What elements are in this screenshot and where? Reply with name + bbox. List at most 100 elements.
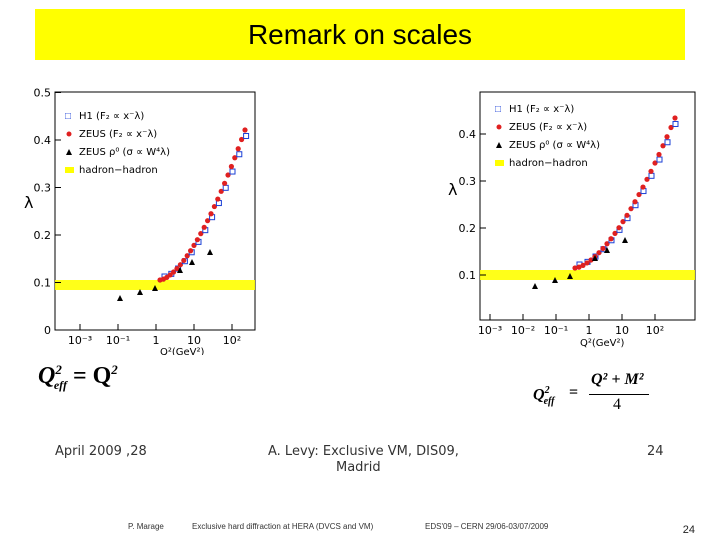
zeus-point	[235, 146, 241, 152]
right-ticks-xtick-label: 10⁻¹	[544, 324, 568, 337]
right-eq-denominator: 4	[613, 396, 621, 413]
footer-page-number: 24	[682, 524, 695, 536]
zeus-point	[201, 224, 207, 230]
zeus-point	[188, 248, 194, 254]
right-eq-lhs: Q	[533, 386, 545, 404]
left-x-axis-label: Q²(GeV²)	[160, 347, 205, 355]
zeus-point	[636, 191, 642, 198]
zeus-point	[215, 196, 221, 202]
zeus-point	[588, 257, 594, 263]
left-ticks-xtick-label: 10²	[223, 334, 241, 347]
right-y-axis-label: λ	[448, 180, 457, 199]
inner-footer-author-line2: Madrid	[336, 460, 381, 475]
h1-point	[236, 151, 243, 158]
right-legend-rho-marker	[496, 142, 502, 148]
left-eq-lhs-sub: eff	[53, 377, 67, 392]
right-ticks-xtick-label: 10⁻³	[478, 324, 502, 337]
zeus-point	[628, 206, 634, 212]
zeus-point	[177, 262, 183, 268]
zeus-point	[648, 168, 654, 174]
left-ticks-xtick-label: 10⁻¹	[106, 334, 130, 347]
zeus-point	[672, 115, 678, 121]
zeus-point	[644, 176, 650, 182]
zeus-point	[208, 211, 214, 217]
left-ticks-ytick-label: 0.5	[34, 87, 52, 100]
right-ticks-ytick-label: 0.4	[459, 128, 477, 141]
right-equation: Q2eff = Q² + M² 4	[533, 371, 673, 415]
right-legend-zeus: ZEUS (F₂ ∝ x⁻λ)	[509, 122, 587, 133]
right-legend-band-marker	[495, 160, 504, 166]
inner-footer-date: April 2009 ,28	[55, 444, 147, 459]
inner-footer-author-line1: A. Levy: Exclusive VM, DIS09,	[268, 444, 459, 459]
left-eq-rhs: = Q	[72, 363, 112, 389]
left-legend-band: hadron−hadron	[79, 165, 158, 176]
zeus-point	[652, 160, 658, 166]
left-legend-zeus-marker	[66, 131, 72, 137]
rho-point	[152, 285, 158, 291]
left-ticks-xtick-label: 1	[153, 334, 160, 347]
right-eq-fraction-line	[589, 394, 649, 395]
slide-title: Remark on scales	[247, 18, 473, 50]
left-legend-rho: ZEUS ρ⁰ (σ ∝ W⁴λ)	[79, 147, 170, 158]
zeus-point	[632, 199, 638, 205]
zeus-point	[218, 188, 224, 194]
zeus-point	[640, 184, 646, 190]
left-ticks-xtick-label: 10⁻³	[68, 334, 92, 347]
left-legend: □ H1 (F₂ ∝ x⁻λ) ZEUS (F₂ ∝ x⁻λ) ZEUS ρ⁰ …	[65, 111, 170, 176]
rho-point	[532, 283, 538, 289]
rho-point	[177, 267, 183, 273]
h1-point	[648, 172, 655, 179]
h1-point	[222, 184, 229, 191]
left-y-axis-label: λ	[24, 193, 33, 212]
zeus-point	[194, 237, 200, 243]
left-ticks-ytick-label: 0.2	[34, 229, 52, 242]
left-legend-band-marker	[65, 167, 74, 173]
zeus-point	[660, 143, 666, 149]
right-ticks-ytick-label: 0.3	[459, 175, 477, 188]
left-legend-rho-marker	[66, 149, 72, 155]
zeus-point	[664, 134, 670, 140]
title-bar: Remark on scales	[35, 9, 685, 60]
right-hadron-band	[480, 270, 695, 280]
zeus-point	[604, 241, 610, 247]
zeus-point	[198, 231, 204, 237]
zeus-point	[612, 230, 618, 236]
zeus-point	[668, 124, 674, 131]
right-plot-frame	[479, 91, 696, 321]
right-legend-h1: H1 (F₂ ∝ x⁻λ)	[509, 104, 574, 115]
bottom-footer: P. Marage Exclusive hard diffraction at …	[0, 508, 720, 540]
rho-point	[207, 249, 213, 255]
right-lambda-plot: 0.1 0.2 0.3 0.4 10⁻³ 10⁻² 10⁻¹ 1 10 10² λ □ H1 (F…	[448, 91, 696, 349]
zeus-point	[228, 163, 234, 170]
right-ticks-xtick-label: 10²	[646, 324, 664, 337]
right-eq-lhs-sub: eff	[543, 395, 555, 407]
right-legend-band: hadron−hadron	[509, 158, 588, 169]
zeus-point	[600, 245, 606, 252]
right-ticks-xtick-label: 10	[615, 324, 629, 337]
left-plot-frame	[54, 91, 256, 331]
zeus-point	[174, 265, 180, 272]
right-legend-h1-marker: □	[495, 104, 501, 115]
right-eq-equals: =	[569, 384, 579, 401]
zeus-point	[191, 242, 197, 248]
right-ticks-ytick-label: 0.1	[459, 269, 477, 282]
zeus-point	[624, 212, 630, 218]
left-legend-h1-marker: □	[65, 111, 71, 122]
left-eq-lhs: Q	[38, 363, 56, 389]
zeus-point	[184, 253, 190, 259]
rho-point	[137, 289, 143, 295]
right-x-axis-label: Q²(GeV²)	[580, 338, 625, 349]
left-eq-lhs-sup: 2	[55, 362, 62, 377]
left-legend-h1: H1 (F₂ ∝ x⁻λ)	[79, 111, 144, 122]
zeus-point	[656, 151, 662, 158]
rho-point	[189, 259, 195, 265]
footer-talk: Exclusive hard diffraction at HERA (DVCS…	[192, 522, 374, 531]
left-ticks-ytick-label: 0	[44, 324, 51, 337]
h1-point	[664, 139, 671, 146]
left-ticks-ytick-label: 0.1	[34, 277, 52, 290]
inner-footer-page: 24	[647, 444, 664, 459]
footer-conference: EDS'09 – CERN 29/06-03/07/2009	[425, 522, 549, 531]
rho-point	[117, 295, 123, 301]
rho-point	[604, 247, 610, 253]
left-lambda-plot: 0 0.1 0.2 0.3 0.4 0.5 10⁻³ 10⁻¹ 1 10 10² λ □ H1 (F…	[24, 87, 256, 355]
